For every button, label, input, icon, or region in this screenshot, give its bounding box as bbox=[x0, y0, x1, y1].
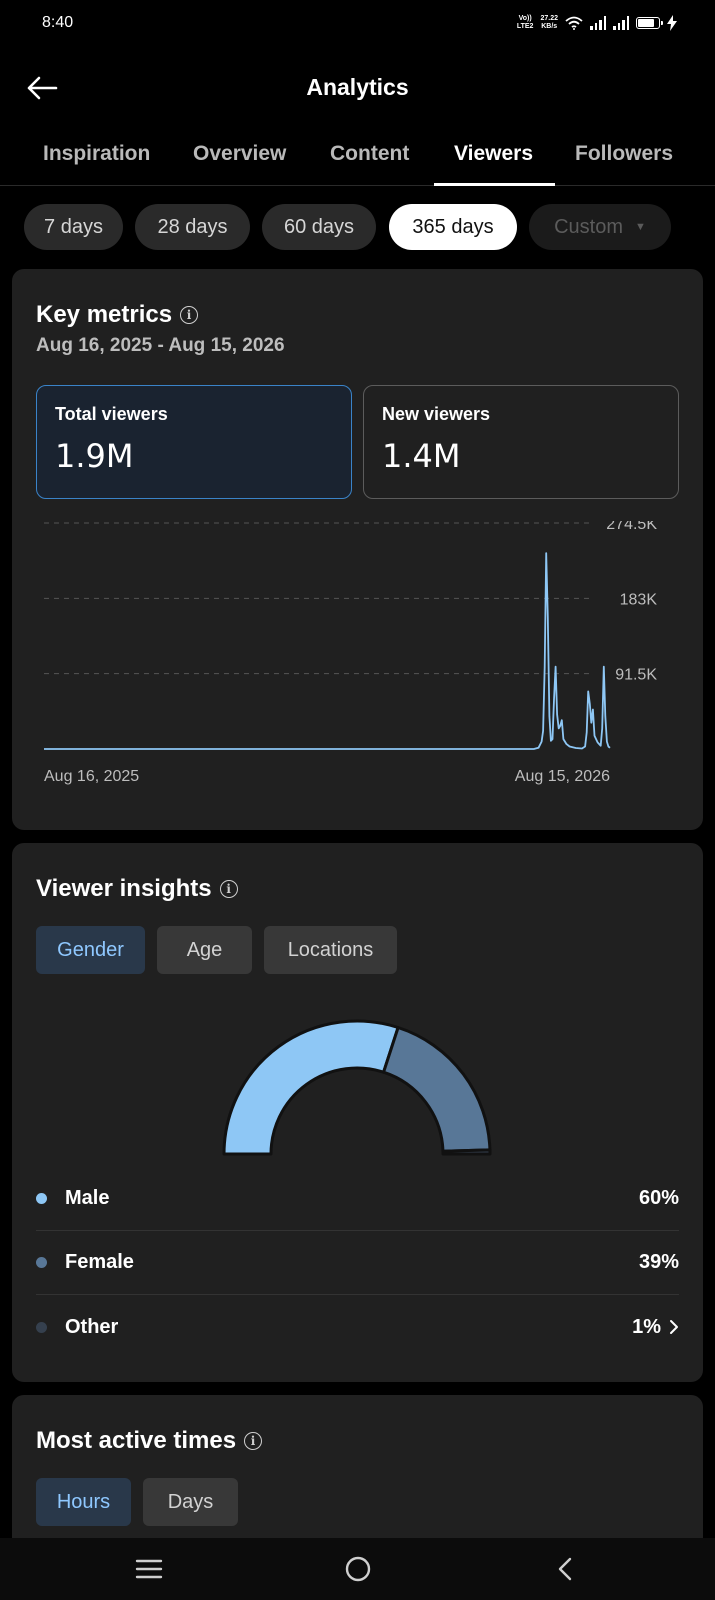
tab-locations[interactable]: Locations bbox=[264, 926, 397, 974]
gauge-segment-other bbox=[441, 1148, 492, 1156]
legend-row-male: Male 60% bbox=[36, 1167, 679, 1231]
key-metrics-header: Key metrics i bbox=[36, 301, 199, 329]
legend-row-other[interactable]: Other 1% bbox=[36, 1295, 679, 1359]
total-viewers-value: 1.9M bbox=[55, 437, 134, 475]
recent-apps-button[interactable] bbox=[129, 1552, 169, 1586]
period-custom-label: Custom bbox=[554, 215, 623, 238]
tab-hours[interactable]: Hours bbox=[36, 1478, 131, 1526]
tab-content[interactable]: Content bbox=[330, 142, 410, 165]
tab-followers[interactable]: Followers bbox=[575, 142, 674, 165]
period-365-days[interactable]: 365 days bbox=[389, 204, 517, 250]
other-value-group: 1% bbox=[632, 1316, 679, 1339]
app-header: Analytics bbox=[0, 60, 715, 116]
period-60-days[interactable]: 60 days bbox=[262, 204, 376, 250]
system-back-button[interactable] bbox=[545, 1552, 585, 1586]
viewer-insights-card: Viewer insights i Gender Age Locations M… bbox=[12, 843, 703, 1382]
tab-inspiration[interactable]: Inspiration bbox=[43, 142, 151, 165]
period-custom[interactable]: Custom ▼ bbox=[529, 204, 671, 250]
charging-icon bbox=[667, 15, 677, 31]
gauge-segment-female bbox=[382, 1026, 492, 1153]
gender-gauge-chart bbox=[222, 1019, 492, 1156]
most-active-times-card: Most active times i Hours Days bbox=[12, 1395, 703, 1555]
date-range: Aug 16, 2025 - Aug 15, 2026 bbox=[36, 335, 285, 356]
male-color-dot bbox=[36, 1193, 47, 1204]
speed-unit: KB/s bbox=[541, 23, 558, 30]
period-7-days[interactable]: 7 days bbox=[24, 204, 123, 250]
viewer-insights-header: Viewer insights i bbox=[36, 875, 238, 903]
battery-icon bbox=[636, 17, 663, 29]
home-circle-icon bbox=[345, 1556, 371, 1582]
viewers-series-line bbox=[44, 552, 611, 750]
tab-gender[interactable]: Gender bbox=[36, 926, 145, 974]
total-viewers-label: Total viewers bbox=[55, 404, 168, 424]
page-title: Analytics bbox=[306, 74, 409, 100]
info-icon[interactable]: i bbox=[244, 1432, 263, 1450]
speed-indicator: 27.22 KB/s bbox=[540, 15, 558, 31]
analytics-tabs: Inspiration Overview Content Viewers Fol… bbox=[0, 130, 715, 186]
key-metrics-title: Key metrics bbox=[36, 301, 173, 328]
y-tick-label: 274.5K bbox=[606, 521, 657, 533]
status-icons: Vo)) LTE2 27.22 KB/s bbox=[517, 15, 677, 31]
home-button[interactable] bbox=[338, 1552, 378, 1586]
network-indicator: Vo)) LTE2 bbox=[517, 15, 534, 31]
info-icon[interactable]: i bbox=[180, 306, 199, 324]
y-tick-label: 183K bbox=[620, 591, 658, 608]
viewers-line-chart: 274.5K 183K 91.5K Aug 16, 2025 Aug 15, 2026 bbox=[44, 521, 658, 785]
menu-icon bbox=[135, 1559, 163, 1579]
active-tab-indicator bbox=[434, 183, 555, 186]
x-tick-label-end: Aug 15, 2026 bbox=[515, 768, 610, 785]
new-viewers-label: New viewers bbox=[382, 404, 491, 424]
y-tick-label: 91.5K bbox=[615, 667, 657, 684]
network-indicator-top: Vo)) bbox=[518, 15, 532, 22]
key-metrics-card: Key metrics i Aug 16, 2025 - Aug 15, 202… bbox=[12, 269, 703, 830]
female-label: Female bbox=[65, 1251, 134, 1273]
other-label: Other bbox=[65, 1315, 119, 1338]
active-times-title: Most active times bbox=[36, 1427, 237, 1454]
chevron-left-icon bbox=[558, 1557, 572, 1581]
period-28-days[interactable]: 28 days bbox=[135, 204, 250, 250]
tab-overview[interactable]: Overview bbox=[193, 142, 287, 165]
new-viewers-value: 1.4M bbox=[382, 437, 461, 475]
info-icon[interactable]: i bbox=[219, 880, 238, 898]
x-tick-label-start: Aug 16, 2025 bbox=[44, 768, 139, 785]
female-color-dot bbox=[36, 1257, 47, 1268]
speed-value: 27.22 bbox=[540, 15, 558, 22]
signal-icon-1 bbox=[590, 16, 606, 30]
network-indicator-bottom: LTE2 bbox=[516, 23, 534, 30]
tab-days[interactable]: Days bbox=[143, 1478, 238, 1526]
other-color-dot bbox=[36, 1321, 47, 1333]
back-button[interactable] bbox=[22, 70, 62, 106]
tab-age[interactable]: Age bbox=[157, 926, 252, 974]
caret-down-icon: ▼ bbox=[635, 221, 646, 233]
wifi-icon bbox=[565, 16, 583, 30]
total-viewers-box[interactable]: Total viewers 1.9M bbox=[36, 385, 352, 499]
active-times-header: Most active times i bbox=[36, 1427, 263, 1455]
viewer-insights-title: Viewer insights bbox=[36, 875, 212, 902]
female-value: 39% bbox=[638, 1251, 679, 1273]
male-value: 60% bbox=[638, 1187, 679, 1209]
tab-viewers[interactable]: Viewers bbox=[454, 142, 534, 165]
status-time: 8:40 bbox=[42, 14, 74, 31]
other-value: 1% bbox=[632, 1315, 661, 1338]
gauge-segment-male bbox=[222, 1019, 400, 1156]
male-label: Male bbox=[65, 1187, 110, 1209]
back-arrow-icon bbox=[27, 76, 58, 100]
status-bar: 8:40 Vo)) LTE2 27.22 KB/s bbox=[0, 0, 715, 46]
new-viewers-box[interactable]: New viewers 1.4M bbox=[363, 385, 679, 499]
system-nav-bar bbox=[0, 1538, 715, 1600]
chevron-right-icon bbox=[670, 1320, 678, 1334]
legend-row-female: Female 39% bbox=[36, 1231, 679, 1295]
signal-icon-2 bbox=[613, 16, 629, 30]
